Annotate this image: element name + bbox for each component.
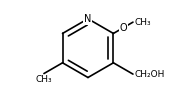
Text: CH₂OH: CH₂OH: [134, 70, 165, 79]
Text: O: O: [119, 23, 127, 33]
Text: CH₃: CH₃: [36, 75, 52, 84]
Text: N: N: [84, 14, 92, 24]
Text: CH₃: CH₃: [134, 18, 151, 27]
